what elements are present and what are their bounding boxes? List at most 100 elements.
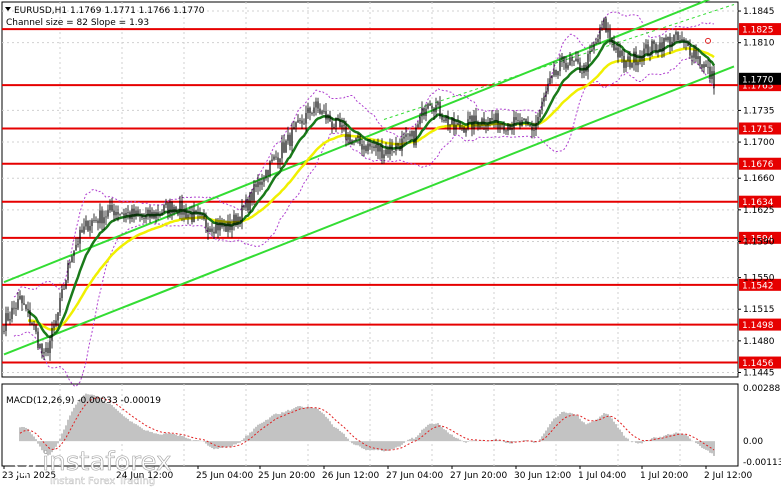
candle-body [99,210,101,224]
candle [661,36,663,59]
candle [607,22,609,39]
logo-brand: instaforex [42,447,171,477]
candle-body [177,212,179,215]
candle [671,36,673,52]
candle [551,75,553,84]
candle-body [677,32,679,41]
candle-body [67,263,69,281]
candle-body [253,184,255,201]
candle [181,194,183,222]
candle [15,302,17,316]
candle-body [541,101,543,110]
candle [13,300,15,315]
candle-body [33,324,35,326]
level-label: 1.1498 [742,321,774,331]
candle-body [271,159,273,162]
candle [419,113,421,128]
candle [385,142,387,156]
candle [487,116,489,132]
candle-body [55,320,57,326]
candle-body [559,60,561,72]
time-tick-label: 26 Jun 12:00 [322,471,379,481]
candle [409,130,411,143]
candle-body [585,64,587,72]
candle-body [607,29,609,33]
bollinger-upper-line [13,11,715,298]
candle [455,119,457,135]
candle-body [303,123,305,125]
candle [657,44,659,58]
candle [101,206,103,231]
candle-body [663,37,665,52]
candle [647,39,649,57]
candle [223,218,225,232]
level-label-box [739,231,781,244]
candle [123,208,125,223]
candle-body [9,319,11,321]
level-label: 1.1715 [742,125,774,135]
candle-body [209,228,211,233]
candle [103,210,105,230]
candle-body [273,156,275,160]
candle-body [479,125,481,128]
time-tick-label: 25 Jun 20:00 [258,471,315,481]
candle-body [429,103,431,106]
candle [501,123,503,130]
candle [243,204,245,211]
candle-body [101,210,103,224]
candle-body [311,112,313,114]
candle-body [379,145,381,152]
candle [83,218,85,235]
candle [425,103,427,122]
time-tick-label: 1 Jul 04:00 [578,471,627,481]
candle [251,188,253,206]
bollinger-lower-line [13,57,715,388]
candle-body [139,214,141,216]
candle-body [179,200,181,215]
candle-body [145,214,147,219]
candle-body [347,134,349,140]
candle [375,141,377,156]
candle [213,226,215,240]
candle [105,210,107,226]
candle [393,150,395,154]
candle-body [165,202,167,206]
level-1.1634: 1.1634 [2,195,781,208]
candle [17,291,19,311]
candle-body [39,343,41,349]
candle-body [297,120,299,123]
candle [81,223,83,233]
level-1.1676: 1.1676 [2,157,781,170]
candle-body [13,307,15,309]
candle [601,20,603,31]
candle [171,201,173,220]
candle-body [29,310,31,324]
candle [555,69,557,78]
candle-body [11,307,13,320]
candle [679,34,681,44]
candle-body [189,213,191,215]
candle-body [713,71,715,88]
candle [281,135,283,165]
level-label: 1.1634 [742,198,774,208]
candle-body [335,117,337,128]
candle-body [657,51,659,53]
candle-body [367,143,369,152]
candle [651,39,653,57]
candle-body [419,116,421,125]
level-label: 1.1763 [742,82,774,92]
candle-body [613,42,615,51]
candle-body [155,212,157,219]
level-label: 1.1542 [742,281,774,291]
level-label-box [739,195,781,208]
candle [707,59,709,75]
price-tick-label: 1.1810 [743,39,775,49]
candle [207,222,209,240]
candle [285,139,287,153]
candle-body [151,211,153,218]
candle [397,142,399,151]
candle-body [295,122,297,128]
candle-body [661,42,663,52]
candle [655,42,657,55]
candle-body [113,210,115,216]
